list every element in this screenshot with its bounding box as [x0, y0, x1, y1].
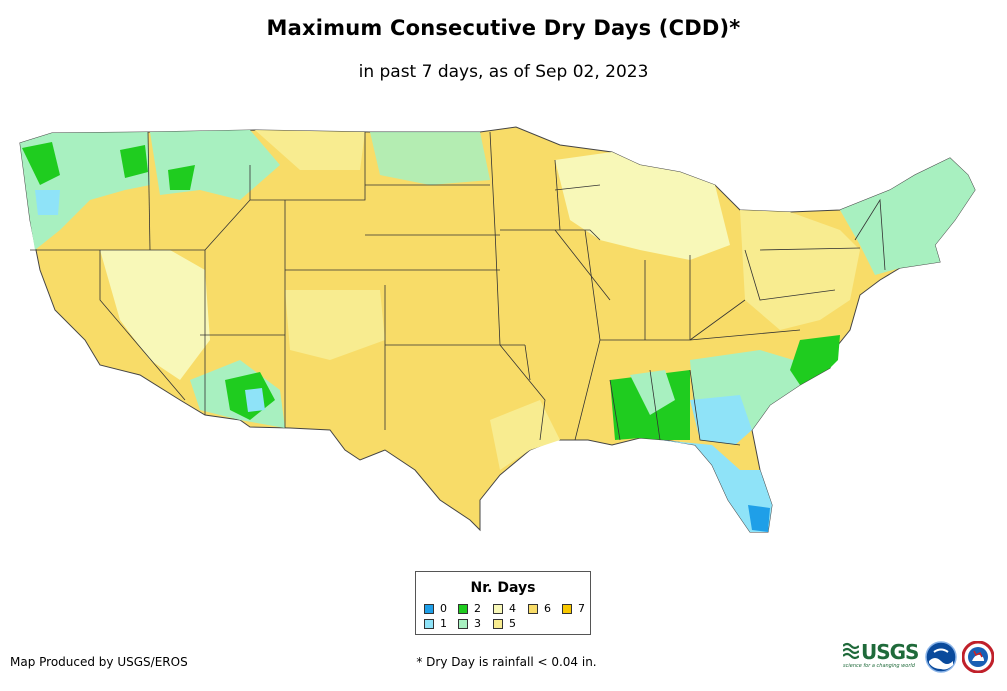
noaa-logo [925, 641, 957, 673]
usgs-tagline: science for a changing world [843, 663, 915, 669]
zone-alabama-interior [630, 370, 675, 415]
map-subtitle: in past 7 days, as of Sep 02, 2023 [358, 62, 649, 82]
zone-eastern-montana [255, 130, 365, 170]
zone-georgia-interior [690, 395, 752, 445]
legend: Nr. Days 0 1 2 3 4 5 6 7 [415, 571, 591, 635]
legend-swatch-2 [458, 604, 468, 614]
legend-swatch-3 [458, 619, 468, 629]
legend-label-6: 6 [544, 602, 551, 615]
state-borders [30, 131, 886, 446]
legend-label-5: 5 [509, 617, 516, 630]
zone-new-england [840, 158, 975, 275]
zone-south-florida [748, 505, 770, 532]
producer-credit: Map Produced by USGS/EROS [10, 655, 188, 669]
legend-label-7: 7 [578, 602, 585, 615]
zone-mid-atlantic [740, 210, 860, 330]
legend-swatch-7 [562, 604, 572, 614]
zone-oregon-coast [35, 190, 60, 215]
legend-swatch-5 [493, 619, 503, 629]
map-title: Maximum Consecutive Dry Days (CDD)* [266, 16, 741, 40]
usgs-wordmark: USGS [861, 640, 919, 664]
zone-great-lakes [555, 152, 730, 260]
zone-idaho-patch [120, 145, 148, 178]
usgs-logo: USGS science for a changing world [843, 640, 921, 674]
zone-dakotas-north [370, 132, 490, 185]
zone-montana-patch [168, 165, 195, 190]
legend-label-0: 0 [440, 602, 447, 615]
zone-north-carolina [790, 335, 840, 385]
zone-arizona-wet [245, 388, 265, 412]
precip-zones [20, 130, 975, 532]
nws-logo [962, 641, 994, 673]
legend-label-4: 4 [509, 602, 516, 615]
legend-title: Nr. Days [470, 580, 536, 596]
legend-swatch-6 [528, 604, 538, 614]
zone-great-basin [100, 250, 210, 380]
legend-label-2: 2 [474, 602, 481, 615]
legend-label-1: 1 [440, 617, 447, 630]
legend-swatch-0 [424, 604, 434, 614]
zone-olympic-peninsula [22, 142, 60, 185]
usgs-wave-icon [843, 642, 859, 660]
legend-swatch-1 [424, 619, 434, 629]
zone-new-mexico [285, 290, 385, 360]
legend-label-3: 3 [474, 617, 481, 630]
legend-swatch-4 [493, 604, 503, 614]
dry-day-footnote: * Dry Day is rainfall < 0.04 in. [416, 655, 597, 669]
zone-florida [660, 440, 772, 532]
